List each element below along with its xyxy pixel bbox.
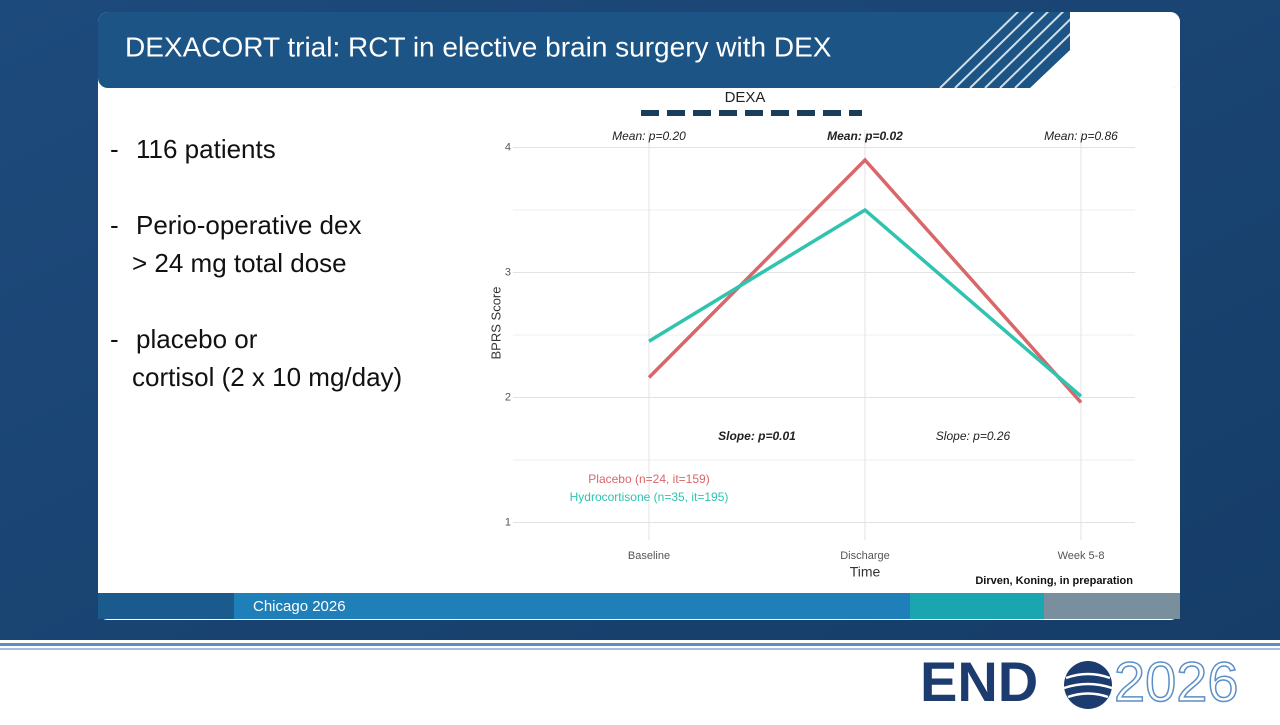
y-tick-label: 2 [505,391,511,403]
y-tick-label: 3 [505,266,511,278]
bullet-marker: - [110,210,119,240]
source: Dirven, Koning, in preparation [975,575,1133,587]
annotation: Mean: p=0.20 [612,129,686,143]
logo-globe [1063,661,1113,709]
y-tick-label: 1 [505,516,511,528]
footer-bar [234,593,910,619]
annotation: Slope: p=0.26 [936,429,1011,443]
y-axis-title: BPRS Score [488,287,503,360]
annotation: Slope: p=0.01 [718,429,796,443]
period-label: DEXA [725,89,766,106]
footer-bar [910,593,1044,619]
x-axis-title: Time [850,564,881,580]
bullet-text: > 24 mg total dose [132,248,347,278]
legend-entry: Placebo (n=24, it=159) [588,472,709,486]
logo-text: 2026 [1114,650,1239,713]
bullet-text: placebo or [136,324,258,354]
x-tick-label: Baseline [628,550,670,562]
slide-title: DEXACORT trial: RCT in elective brain su… [125,31,832,62]
bullet-marker: - [110,134,119,164]
divider [0,648,1280,650]
series-line [648,207,1083,398]
title-bar [98,12,1180,88]
bullet-text: 116 patients [136,134,276,164]
bullet-marker: - [110,324,119,354]
bullet-text: cortisol (2 x 10 mg/day) [132,362,402,392]
annotation: Mean: p=0.02 [827,129,903,143]
footer-bar [1044,593,1180,619]
footer-bar [98,593,234,619]
annotation: Mean: p=0.86 [1044,129,1118,143]
x-tick-label: Week 5-8 [1058,550,1105,562]
footer-text: Chicago 2026 [253,598,346,615]
y-tick-label: 4 [505,141,511,153]
legend-entry: Hydrocortisone (n=35, it=195) [570,490,729,504]
divider [0,643,1280,646]
series-line [647,157,1083,404]
logo-text: END [920,650,1038,713]
slide-panel [98,12,1180,620]
x-tick-label: Discharge [840,550,890,562]
bullet-text: Perio-operative dex [136,210,361,240]
